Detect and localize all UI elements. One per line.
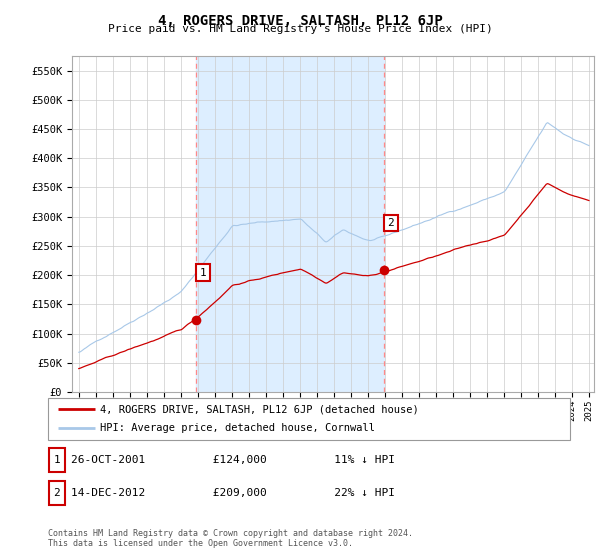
Text: HPI: Average price, detached house, Cornwall: HPI: Average price, detached house, Corn… xyxy=(100,423,375,433)
Text: Price paid vs. HM Land Registry's House Price Index (HPI): Price paid vs. HM Land Registry's House … xyxy=(107,24,493,34)
FancyBboxPatch shape xyxy=(48,398,570,440)
Text: 1: 1 xyxy=(53,455,61,465)
Text: Contains HM Land Registry data © Crown copyright and database right 2024.: Contains HM Land Registry data © Crown c… xyxy=(48,529,413,538)
Text: 26-OCT-2001          £124,000          11% ↓ HPI: 26-OCT-2001 £124,000 11% ↓ HPI xyxy=(71,455,395,465)
Text: This data is licensed under the Open Government Licence v3.0.: This data is licensed under the Open Gov… xyxy=(48,539,353,548)
Text: 1: 1 xyxy=(200,268,206,278)
Text: 2: 2 xyxy=(388,218,394,228)
Text: 14-DEC-2012          £209,000          22% ↓ HPI: 14-DEC-2012 £209,000 22% ↓ HPI xyxy=(71,488,395,498)
Text: 2: 2 xyxy=(53,488,61,498)
FancyBboxPatch shape xyxy=(49,481,65,506)
Text: 4, ROGERS DRIVE, SALTASH, PL12 6JP: 4, ROGERS DRIVE, SALTASH, PL12 6JP xyxy=(158,14,442,28)
Text: 4, ROGERS DRIVE, SALTASH, PL12 6JP (detached house): 4, ROGERS DRIVE, SALTASH, PL12 6JP (deta… xyxy=(100,404,419,414)
FancyBboxPatch shape xyxy=(49,447,65,472)
Bar xyxy=(196,56,384,392)
